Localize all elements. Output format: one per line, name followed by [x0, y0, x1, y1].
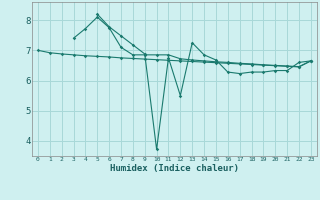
X-axis label: Humidex (Indice chaleur): Humidex (Indice chaleur): [110, 164, 239, 173]
